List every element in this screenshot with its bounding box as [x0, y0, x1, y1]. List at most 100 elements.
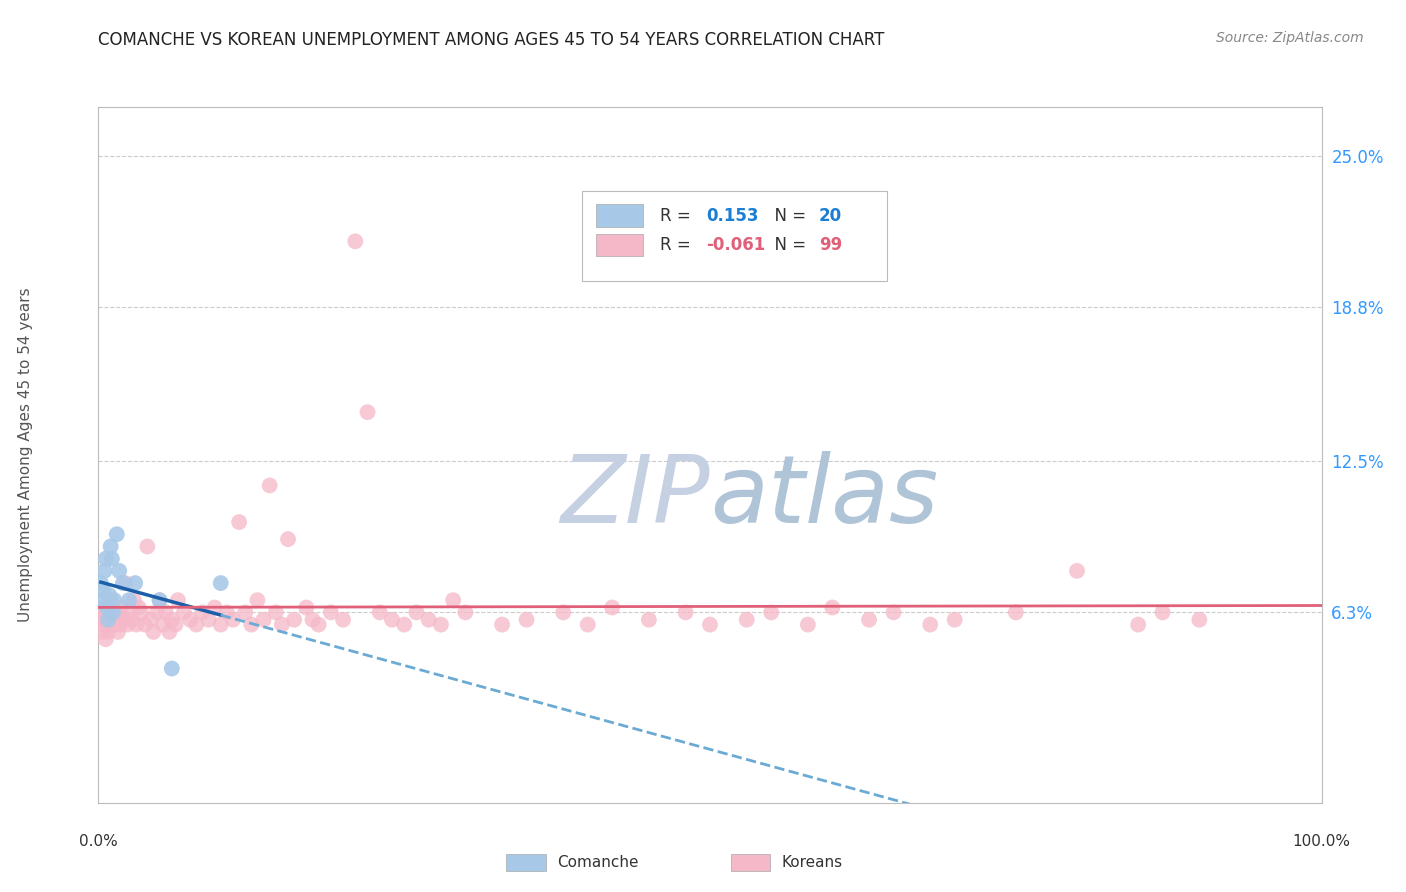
Point — [430, 617, 453, 632]
Point — [797, 617, 820, 632]
Point — [259, 478, 281, 492]
Point — [107, 624, 129, 639]
Point — [118, 606, 141, 620]
Point — [118, 593, 141, 607]
Text: 99: 99 — [818, 235, 842, 254]
Text: 100.0%: 100.0% — [1292, 834, 1351, 849]
Point — [228, 515, 250, 529]
Point — [139, 613, 162, 627]
Point — [233, 606, 256, 620]
Point — [93, 600, 115, 615]
Point — [101, 600, 124, 615]
Point — [441, 593, 464, 607]
Point — [638, 613, 661, 627]
Point — [246, 593, 269, 607]
Point — [155, 606, 177, 620]
Point — [332, 613, 354, 627]
Text: Koreans: Koreans — [782, 855, 842, 870]
Point — [142, 624, 165, 639]
Point — [100, 540, 122, 554]
Point — [319, 606, 342, 620]
Point — [191, 606, 214, 620]
Point — [209, 617, 232, 632]
Point — [129, 606, 152, 620]
Point — [553, 606, 575, 620]
Point — [295, 600, 318, 615]
Point — [277, 532, 299, 546]
Point — [128, 600, 150, 615]
Point — [101, 606, 124, 620]
Point — [883, 606, 905, 620]
Point — [454, 606, 477, 620]
Point — [120, 613, 142, 627]
Point — [93, 613, 115, 627]
Point — [114, 576, 136, 591]
Point — [136, 540, 159, 554]
Point — [167, 593, 190, 607]
Text: Unemployment Among Ages 45 to 54 years: Unemployment Among Ages 45 to 54 years — [18, 287, 32, 623]
Point — [103, 617, 125, 632]
Text: R =: R = — [659, 207, 696, 225]
Point — [104, 606, 127, 620]
Point — [152, 617, 174, 632]
Point — [301, 613, 323, 627]
Point — [283, 613, 305, 627]
Point — [108, 606, 131, 620]
Point — [124, 576, 146, 591]
Point — [98, 588, 121, 602]
Text: 0.0%: 0.0% — [79, 834, 118, 849]
Point — [1152, 606, 1174, 620]
Point — [97, 613, 120, 627]
Point — [96, 606, 118, 620]
Point — [204, 600, 226, 615]
Point — [491, 617, 513, 632]
Point — [134, 617, 156, 632]
Point — [821, 600, 844, 615]
Point — [111, 600, 134, 615]
Text: 20: 20 — [818, 207, 842, 225]
Text: Source: ZipAtlas.com: Source: ZipAtlas.com — [1216, 31, 1364, 45]
Point — [90, 613, 112, 627]
Point — [93, 564, 115, 578]
Point — [149, 593, 172, 607]
Point — [96, 617, 118, 632]
Point — [392, 617, 416, 632]
Point — [122, 593, 145, 607]
Point — [91, 624, 114, 639]
Text: Comanche: Comanche — [557, 855, 638, 870]
Text: N =: N = — [763, 207, 811, 225]
Point — [186, 617, 208, 632]
Point — [264, 606, 287, 620]
Point — [100, 617, 122, 632]
Point — [173, 606, 195, 620]
Point — [1188, 613, 1211, 627]
Point — [1066, 564, 1088, 578]
Point — [97, 624, 120, 639]
Point — [197, 613, 219, 627]
Point — [117, 617, 139, 632]
Point — [735, 613, 758, 627]
Point — [215, 606, 238, 620]
Point — [165, 617, 187, 632]
Point — [209, 576, 232, 591]
Point — [97, 613, 120, 627]
Point — [515, 613, 537, 627]
Point — [600, 600, 623, 615]
Text: -0.061: -0.061 — [706, 235, 766, 254]
Point — [90, 576, 112, 591]
Text: 0.153: 0.153 — [706, 207, 759, 225]
Point — [111, 576, 134, 591]
Point — [94, 632, 117, 647]
Text: N =: N = — [763, 235, 811, 254]
Point — [270, 617, 294, 632]
Point — [576, 617, 599, 632]
Point — [368, 606, 391, 620]
Point — [101, 551, 124, 566]
Point — [98, 606, 121, 620]
Point — [91, 617, 114, 632]
FancyBboxPatch shape — [596, 204, 643, 227]
Point — [252, 613, 274, 627]
Point — [160, 661, 183, 675]
Point — [405, 606, 427, 620]
Point — [418, 613, 440, 627]
